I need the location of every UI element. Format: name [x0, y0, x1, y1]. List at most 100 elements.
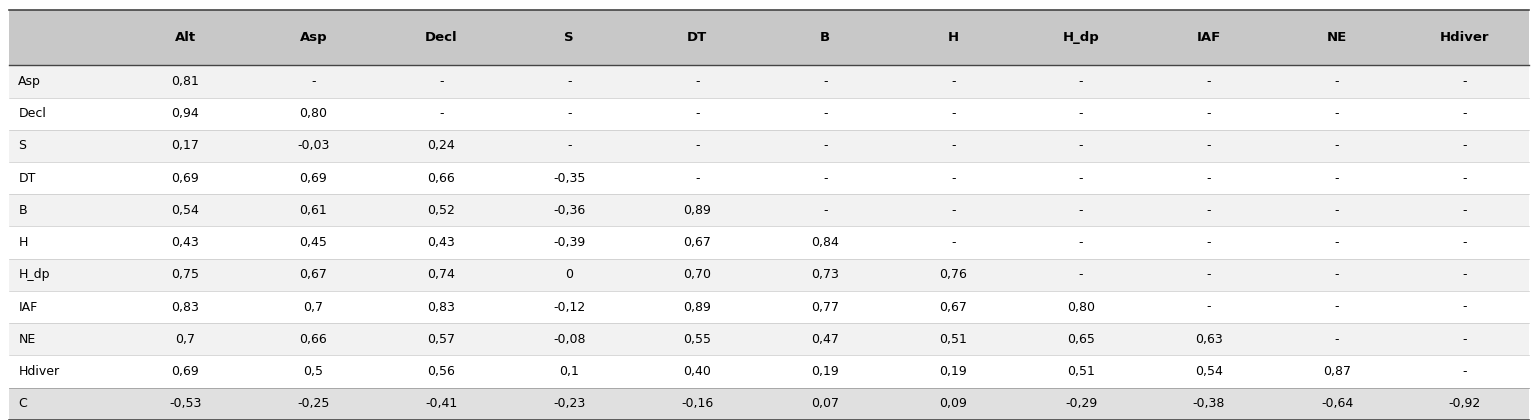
Bar [506, 226, 634, 259]
Bar [1017, 194, 1146, 226]
Text: 0,83: 0,83 [428, 301, 455, 313]
Text: -0,53: -0,53 [169, 397, 201, 410]
Bar [1401, 226, 1529, 259]
Bar [634, 323, 761, 355]
Text: -: - [823, 172, 827, 185]
Text: 0,55: 0,55 [683, 333, 711, 346]
Bar [377, 162, 506, 194]
Bar [761, 130, 889, 162]
Text: -: - [1463, 139, 1467, 152]
Text: 0,67: 0,67 [940, 301, 967, 313]
Text: 0,74: 0,74 [428, 268, 455, 281]
Text: -: - [1078, 139, 1083, 152]
Text: -: - [1463, 268, 1467, 281]
Bar [761, 194, 889, 226]
Bar [1146, 226, 1273, 259]
Text: -: - [695, 139, 700, 152]
Text: -: - [1463, 75, 1467, 88]
Text: -: - [1207, 139, 1212, 152]
Text: 0,7: 0,7 [303, 301, 323, 313]
Text: H_dp: H_dp [1063, 31, 1100, 44]
Bar [889, 355, 1017, 388]
Bar [634, 97, 761, 130]
Bar [1146, 97, 1273, 130]
Text: 0,19: 0,19 [812, 365, 840, 378]
Text: 0,1: 0,1 [560, 365, 580, 378]
Bar [506, 162, 634, 194]
Text: -: - [1078, 107, 1083, 120]
Bar [1273, 10, 1401, 66]
Bar [9, 66, 122, 97]
Bar [889, 10, 1017, 66]
Text: 0,76: 0,76 [940, 268, 967, 281]
Bar [1017, 10, 1146, 66]
Bar [1146, 388, 1273, 420]
Text: -0,64: -0,64 [1321, 397, 1353, 410]
Text: 0,45: 0,45 [300, 236, 328, 249]
Bar [9, 194, 122, 226]
Bar [889, 291, 1017, 323]
Bar [889, 194, 1017, 226]
Text: -: - [950, 75, 955, 88]
Bar [249, 323, 377, 355]
Bar [249, 388, 377, 420]
Text: -: - [950, 172, 955, 185]
Bar [249, 259, 377, 291]
Bar [506, 194, 634, 226]
Text: -: - [1078, 236, 1083, 249]
Text: Decl: Decl [424, 31, 458, 44]
Text: 0,77: 0,77 [811, 301, 840, 313]
Text: -: - [695, 107, 700, 120]
Text: -: - [1463, 301, 1467, 313]
Text: 0,24: 0,24 [428, 139, 455, 152]
Bar [122, 388, 249, 420]
Text: -0,12: -0,12 [554, 301, 586, 313]
Text: 0,56: 0,56 [428, 365, 455, 378]
Bar [506, 10, 634, 66]
Bar [889, 130, 1017, 162]
Bar [249, 291, 377, 323]
Bar [1146, 194, 1273, 226]
Bar [1146, 259, 1273, 291]
Bar [1017, 323, 1146, 355]
Text: -: - [823, 139, 827, 152]
Bar [122, 130, 249, 162]
Text: -: - [1207, 268, 1212, 281]
Text: 0,43: 0,43 [428, 236, 455, 249]
Bar [9, 226, 122, 259]
Text: 0,63: 0,63 [1195, 333, 1223, 346]
Bar [634, 259, 761, 291]
Text: -0,38: -0,38 [1193, 397, 1226, 410]
Bar [9, 291, 122, 323]
Text: 0,7: 0,7 [175, 333, 195, 346]
Text: -0,92: -0,92 [1449, 397, 1481, 410]
Text: -: - [1335, 268, 1340, 281]
Text: -0,16: -0,16 [681, 397, 714, 410]
Bar [1017, 291, 1146, 323]
Bar [1401, 323, 1529, 355]
Text: -: - [695, 75, 700, 88]
Text: 0,43: 0,43 [172, 236, 200, 249]
Text: 0,67: 0,67 [683, 236, 711, 249]
Bar [1401, 259, 1529, 291]
Text: C: C [18, 397, 28, 410]
Text: -: - [1463, 204, 1467, 217]
Text: Alt: Alt [175, 31, 195, 44]
Text: -: - [823, 107, 827, 120]
Bar [9, 97, 122, 130]
Bar [761, 226, 889, 259]
Bar [506, 66, 634, 97]
Bar [634, 66, 761, 97]
Text: 0,47: 0,47 [811, 333, 840, 346]
Bar [9, 355, 122, 388]
Bar [377, 226, 506, 259]
Text: Asp: Asp [300, 31, 328, 44]
Bar [1401, 194, 1529, 226]
Bar [1146, 323, 1273, 355]
Bar [634, 10, 761, 66]
Bar [1401, 130, 1529, 162]
Text: -: - [1335, 236, 1340, 249]
Bar [377, 10, 506, 66]
Bar [122, 66, 249, 97]
Bar [377, 194, 506, 226]
